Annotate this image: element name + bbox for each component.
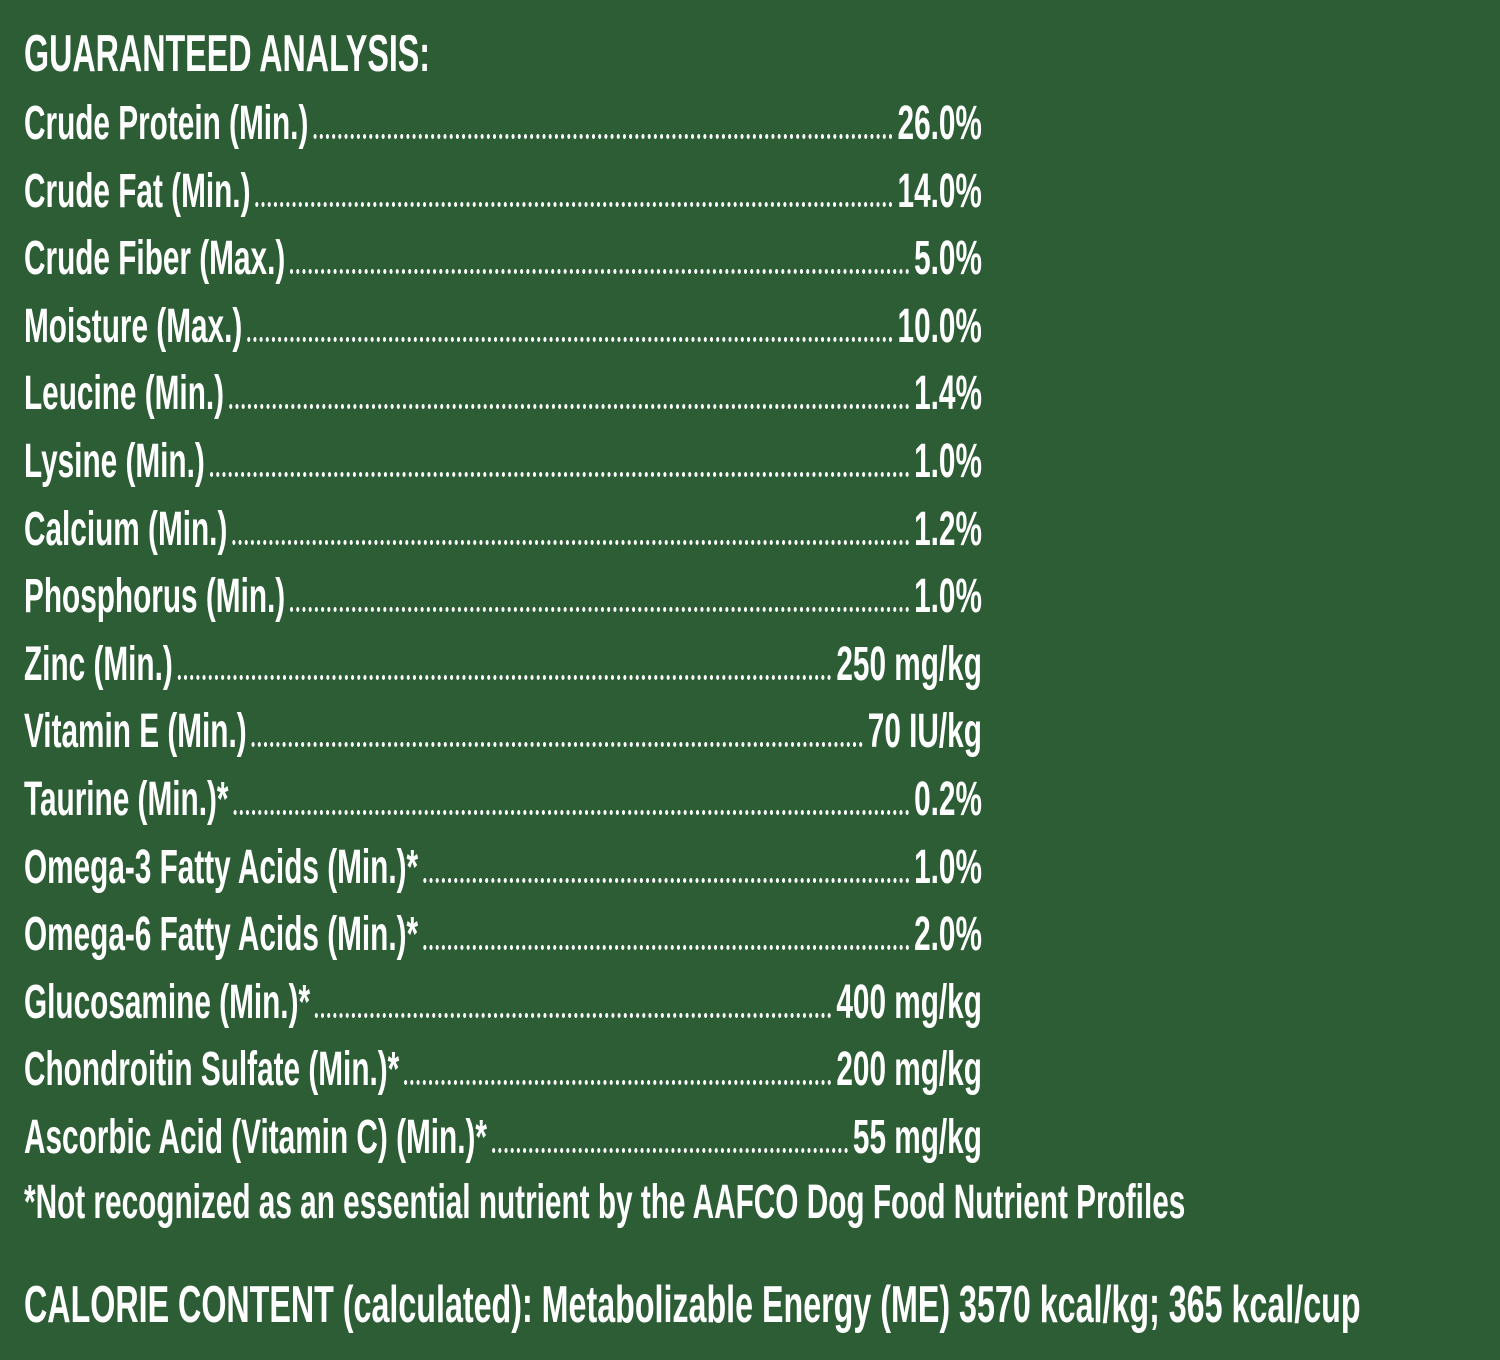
nutrient-name: Taurine (Min.)*: [24, 773, 229, 826]
leader-dots: [313, 134, 893, 139]
analysis-row: Lysine (Min.) 1.0%: [24, 434, 982, 489]
analysis-row: Crude Fat (Min.) 14.0%: [24, 164, 982, 219]
leader-dots: [229, 404, 910, 410]
analysis-row: Moisture (Max.) 10.0%: [24, 299, 982, 354]
leader-dots: [290, 607, 910, 613]
nutrient-value: 70 IU/kg: [867, 705, 982, 759]
leader-dots: [233, 810, 910, 815]
calorie-content: CALORIE CONTENT (calculated): Metaboliza…: [24, 1276, 1361, 1334]
nutrient-name: Ascorbic Acid (Vitamin C) (Min.)*: [24, 1111, 487, 1164]
leader-dots: [247, 336, 893, 342]
leader-dots: [251, 742, 863, 748]
nutrient-value: 10.0%: [897, 299, 982, 353]
nutrient-name: Zinc (Min.): [24, 637, 173, 691]
analysis-row: Phosphorus (Min.) 1.0%: [24, 569, 982, 624]
nutrient-name: Crude Protein (Min.): [24, 97, 309, 150]
nutrient-name: Crude Fiber (Max.): [24, 232, 286, 286]
nutrient-name: Vitamin E (Min.): [24, 705, 247, 759]
analysis-row: Omega-6 Fatty Acids (Min.)* 2.0%: [24, 907, 982, 962]
title: GUARANTEED ANALYSIS:: [24, 25, 431, 83]
nutrient-value: 2.0%: [914, 908, 982, 962]
nutrient-value: 400 mg/kg: [836, 975, 982, 1029]
footnote: *Not recognized as an essential nutrient…: [24, 1176, 1186, 1229]
leader-dots: [290, 269, 910, 275]
analysis-row: Zinc (Min.) 250 mg/kg: [24, 637, 982, 692]
nutrient-name: Leucine (Min.): [24, 367, 225, 421]
leader-dots: [232, 539, 910, 545]
analysis-row: Glucosamine (Min.)* 400 mg/kg: [24, 975, 982, 1030]
analysis-row: Omega-3 Fatty Acids (Min.)* 1.0%: [24, 840, 982, 895]
nutrient-value: 250 mg/kg: [836, 637, 982, 691]
analysis-row: Chondroitin Sulfate (Min.)* 200 mg/kg: [24, 1042, 982, 1097]
analysis-row: Crude Protein (Min.) 26.0%: [24, 96, 982, 151]
nutrient-name: Crude Fat (Min.): [24, 164, 251, 218]
analysis-row: Leucine (Min.) 1.4%: [24, 366, 982, 421]
nutrient-name: Chondroitin Sulfate (Min.)*: [24, 1043, 400, 1097]
nutrient-value: 5.0%: [914, 232, 982, 286]
analysis-row: Calcium (Min.) 1.2%: [24, 502, 982, 557]
leader-dots: [423, 945, 910, 951]
analysis-row: Vitamin E (Min.) 70 IU/kg: [24, 704, 982, 759]
nutrient-name: Calcium (Min.): [24, 502, 228, 556]
nutrient-value: 14.0%: [897, 164, 982, 218]
nutrient-value: 200 mg/kg: [836, 1043, 982, 1097]
nutrient-name: Phosphorus (Min.): [24, 570, 286, 624]
nutrient-value: 55 mg/kg: [852, 1111, 982, 1164]
leader-dots: [255, 201, 893, 207]
nutrient-value: 1.0%: [914, 570, 982, 624]
nutrient-name: Omega-6 Fatty Acids (Min.)*: [24, 908, 419, 962]
nutrient-value: 1.4%: [914, 367, 982, 421]
analysis-row: Crude Fiber (Max.) 5.0%: [24, 231, 982, 286]
leader-dots: [177, 674, 832, 680]
nutrient-name: Moisture (Max.): [24, 299, 243, 353]
nutrient-value: 1.0%: [914, 435, 982, 488]
leader-dots: [315, 1012, 832, 1018]
leader-dots: [209, 472, 910, 477]
nutrient-value: 1.2%: [914, 502, 982, 556]
analysis-row: Ascorbic Acid (Vitamin C) (Min.)* 55 mg/k…: [24, 1110, 982, 1165]
analysis-row: Taurine (Min.)* 0.2%: [24, 772, 982, 827]
nutrient-name: Omega-3 Fatty Acids (Min.)*: [24, 840, 419, 894]
leader-dots: [404, 1080, 832, 1086]
nutrient-value: 0.2%: [914, 773, 982, 826]
nutrient-value: 26.0%: [897, 97, 982, 150]
nutrient-value: 1.0%: [914, 840, 982, 894]
nutrient-name: Glucosamine (Min.)*: [24, 975, 311, 1029]
leader-dots: [491, 1148, 848, 1153]
leader-dots: [423, 877, 910, 883]
nutrient-name: Lysine (Min.): [24, 435, 205, 488]
